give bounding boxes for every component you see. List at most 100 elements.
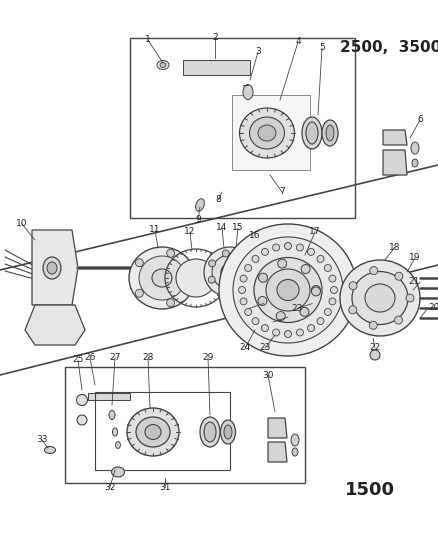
- Polygon shape: [88, 393, 130, 400]
- Ellipse shape: [208, 260, 215, 267]
- Ellipse shape: [77, 394, 88, 406]
- Ellipse shape: [395, 316, 403, 324]
- Ellipse shape: [258, 296, 267, 305]
- Text: 8: 8: [215, 196, 221, 205]
- Ellipse shape: [43, 257, 61, 279]
- Ellipse shape: [297, 244, 304, 251]
- Ellipse shape: [186, 274, 194, 282]
- Text: 28: 28: [142, 353, 154, 362]
- Text: 12: 12: [184, 228, 196, 237]
- Text: 22: 22: [369, 343, 381, 352]
- Text: 1500: 1500: [345, 481, 395, 499]
- Ellipse shape: [278, 259, 287, 268]
- Text: 24: 24: [240, 343, 251, 352]
- Ellipse shape: [277, 279, 299, 301]
- Ellipse shape: [145, 424, 161, 440]
- Ellipse shape: [317, 318, 324, 325]
- Text: 20: 20: [428, 303, 438, 312]
- Ellipse shape: [245, 309, 252, 316]
- Text: 11: 11: [149, 225, 161, 235]
- Ellipse shape: [365, 284, 395, 312]
- Ellipse shape: [302, 117, 322, 149]
- Text: 18: 18: [389, 243, 401, 252]
- Ellipse shape: [266, 269, 310, 311]
- Text: 5: 5: [319, 44, 325, 52]
- Polygon shape: [183, 60, 250, 75]
- Ellipse shape: [300, 308, 309, 317]
- Ellipse shape: [221, 263, 239, 280]
- Ellipse shape: [252, 318, 259, 325]
- Ellipse shape: [247, 270, 254, 277]
- Ellipse shape: [238, 284, 245, 291]
- Polygon shape: [268, 442, 287, 462]
- Text: 10: 10: [16, 220, 28, 229]
- Ellipse shape: [340, 260, 420, 336]
- Ellipse shape: [127, 408, 179, 456]
- Ellipse shape: [200, 417, 220, 447]
- Ellipse shape: [116, 441, 120, 448]
- Text: 33: 33: [36, 435, 48, 445]
- Text: 2500,  3500: 2500, 3500: [340, 41, 438, 55]
- Polygon shape: [232, 95, 310, 170]
- Text: 21: 21: [409, 278, 420, 287]
- Polygon shape: [268, 418, 287, 438]
- Text: 1: 1: [145, 36, 151, 44]
- Polygon shape: [25, 305, 85, 345]
- Ellipse shape: [369, 321, 377, 329]
- Ellipse shape: [240, 275, 247, 282]
- Text: 32: 32: [104, 482, 116, 491]
- Ellipse shape: [258, 125, 276, 141]
- Text: 14: 14: [216, 223, 228, 232]
- Ellipse shape: [297, 329, 304, 336]
- Ellipse shape: [311, 287, 321, 296]
- Ellipse shape: [204, 247, 256, 297]
- Ellipse shape: [113, 428, 117, 436]
- Text: 29: 29: [202, 353, 214, 362]
- Text: 9: 9: [195, 215, 201, 224]
- Ellipse shape: [291, 434, 299, 446]
- Ellipse shape: [208, 276, 215, 283]
- Text: 31: 31: [159, 482, 171, 491]
- Polygon shape: [32, 230, 78, 305]
- Ellipse shape: [166, 249, 175, 257]
- Ellipse shape: [322, 120, 338, 146]
- Ellipse shape: [219, 224, 357, 356]
- Ellipse shape: [261, 325, 268, 332]
- Ellipse shape: [272, 244, 279, 251]
- Ellipse shape: [239, 254, 246, 261]
- Ellipse shape: [224, 425, 232, 439]
- Ellipse shape: [233, 237, 343, 343]
- Ellipse shape: [370, 350, 380, 360]
- Ellipse shape: [135, 289, 143, 297]
- Ellipse shape: [160, 62, 166, 68]
- Ellipse shape: [212, 255, 248, 289]
- Ellipse shape: [272, 329, 279, 336]
- Ellipse shape: [240, 108, 294, 158]
- Ellipse shape: [352, 271, 408, 325]
- Ellipse shape: [45, 447, 56, 454]
- Ellipse shape: [331, 287, 338, 294]
- Ellipse shape: [139, 256, 185, 300]
- Ellipse shape: [301, 264, 310, 273]
- Ellipse shape: [349, 306, 357, 314]
- Ellipse shape: [258, 273, 268, 282]
- Ellipse shape: [406, 294, 414, 302]
- Ellipse shape: [307, 325, 314, 332]
- Ellipse shape: [135, 259, 143, 266]
- Text: 3: 3: [255, 47, 261, 56]
- Text: 6: 6: [417, 116, 423, 125]
- Ellipse shape: [129, 247, 195, 309]
- Ellipse shape: [326, 125, 334, 141]
- Ellipse shape: [411, 142, 419, 154]
- Text: 15: 15: [232, 223, 244, 232]
- Ellipse shape: [317, 255, 324, 262]
- Polygon shape: [383, 150, 407, 175]
- Ellipse shape: [349, 282, 357, 290]
- Ellipse shape: [247, 269, 254, 276]
- Ellipse shape: [220, 420, 236, 444]
- Ellipse shape: [196, 199, 205, 211]
- Ellipse shape: [324, 309, 331, 316]
- Ellipse shape: [395, 272, 403, 280]
- Ellipse shape: [307, 248, 314, 255]
- Ellipse shape: [157, 61, 169, 69]
